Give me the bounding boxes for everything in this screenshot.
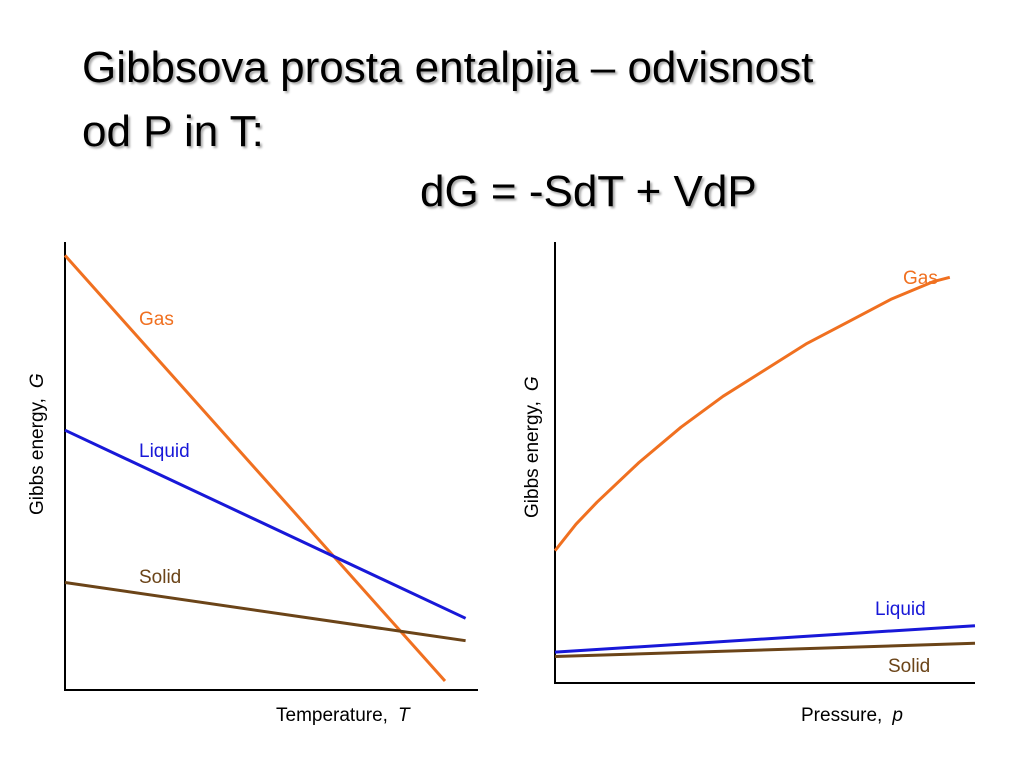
series-label-solid: Solid [139,567,181,588]
pressure-plot-area: Gas Liquid Solid [553,268,976,677]
chart-pressure: Gas Liquid Solid Pressure, p Gibbs energy,G [522,242,976,726]
slide-title-line-1: Gibbsova prosta entalpija – odvisnost [82,43,814,92]
temperature-y-axis-label: Gibbs energy,G [27,373,48,515]
series-label-liquid: Liquid [139,441,190,462]
series-label-gas: Gas [139,309,174,330]
chart-temperature: Gas Liquid Solid Temperature, T Gibbs energ… [27,242,478,726]
gibbs-equation: dG = -SdT + VdP [420,167,757,216]
series-line-gas [553,275,951,552]
series-label-solid: Solid [888,656,930,677]
series-label-liquid: Liquid [875,599,926,620]
pressure-y-axis-symbol: G [522,376,543,391]
series-line-gas [63,254,447,682]
temperature-plot-area: Gas Liquid Solid [63,254,467,682]
series-line-solid [554,641,976,658]
pressure-x-axis-symbol: p [891,705,903,726]
temperature-y-axis-symbol: G [27,373,48,388]
temperature-chart-axes [64,242,478,691]
series-line-solid [64,581,466,643]
pressure-chart-axes [554,242,975,684]
temperature-x-axis-symbol: T [398,705,411,726]
pressure-y-axis-label: Gibbs energy,G [522,376,543,518]
slide-title-line-2: od P in T: [82,107,264,156]
pressure-x-axis-label: Pressure, p [801,705,903,726]
series-line-liquid [64,428,467,620]
temperature-x-axis-label: Temperature, T [276,705,411,726]
series-line-liquid [554,624,976,654]
series-label-gas: Gas [903,268,938,289]
